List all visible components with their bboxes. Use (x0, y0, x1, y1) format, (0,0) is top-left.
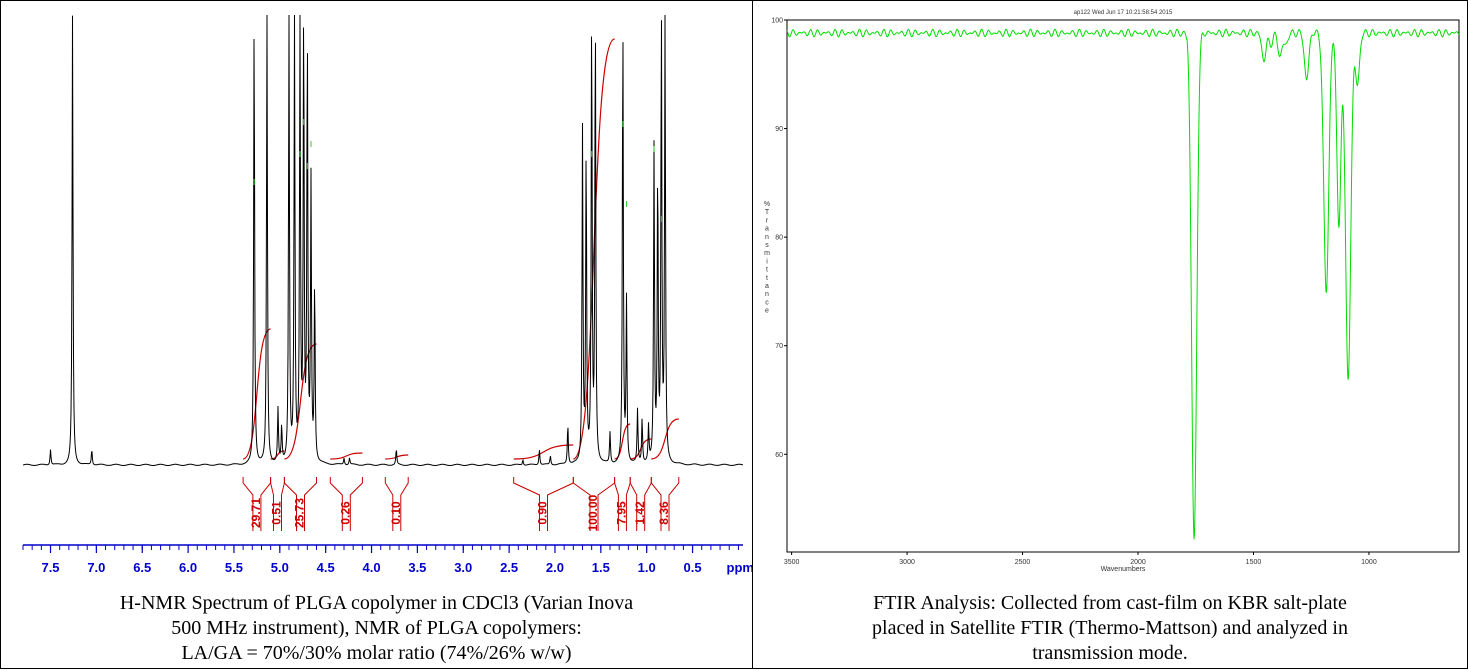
nmr-tick-label: 4.5 (317, 560, 335, 575)
nmr-caption-line-1: H-NMR Spectrum of PLGA copolymer in CDCl… (119, 592, 634, 614)
nmr-tick-label: 5.5 (225, 560, 243, 575)
nmr-tick-label: 7.0 (87, 560, 105, 575)
ftir-x-tick-label: 3500 (784, 559, 800, 566)
nmr-tick-label: 4.0 (362, 560, 380, 575)
ftir-x-label: Wavenumbers (1101, 566, 1146, 573)
nmr-panel: 29.71 0.51 25.73 0.26 0.10 0.90 100.00 7.95 1.42… (0, 0, 753, 669)
ftir-y-tick-label: 60 (775, 452, 783, 459)
nmr-tick-label: 2.0 (546, 560, 564, 575)
ftir-y-tick-label: 90 (775, 126, 783, 133)
nmr-integral-bracket (283, 477, 317, 531)
ftir-spectrum-line (786, 28, 1460, 540)
nmr-tick-label: 1.0 (638, 560, 656, 575)
nmr-integral-label: 0.51 (270, 501, 284, 525)
nmr-integral-label: 7.95 (615, 501, 629, 525)
nmr-integral-bracket (650, 477, 680, 531)
ftir-caption-line-2: placed in Satellite FTIR (Thermo-Mattson… (872, 617, 1348, 639)
nmr-integral-label: 0.26 (338, 501, 352, 525)
ftir-x-tick-label: 3000 (899, 559, 915, 566)
nmr-integral-label: 100.00 (586, 494, 600, 531)
nmr-tick-label: 0.5 (684, 560, 702, 575)
nmr-integral-curve (614, 423, 631, 460)
ftir-caption: FTIR Analysis: Collected from cast-film … (753, 591, 1467, 666)
nmr-caption: H-NMR Spectrum of PLGA copolymer in CDCl… (1, 591, 752, 666)
nmr-integral-label: 8.36 (657, 501, 671, 525)
nmr-tick-label: 7.5 (41, 560, 59, 575)
nmr-integral-label: 29.71 (249, 498, 263, 528)
nmr-chart: 29.71 0.51 25.73 0.26 0.10 0.90 100.00 7.95 1.42… (22, 14, 752, 575)
nmr-caption-line-2: 500 MHz instrument), NMR of PLGA copolym… (171, 617, 582, 639)
ftir-panel: ap122 Wed Jun 17 10:21:58:54 2015 100 90 80… (752, 0, 1468, 669)
ftir-y-tick-label: 80 (775, 235, 783, 242)
nmr-tick-label: 3.5 (408, 560, 426, 575)
nmr-tick-label: 3.0 (454, 560, 472, 575)
nmr-integral-label: 25.73 (293, 498, 307, 528)
nmr-integral-curve (651, 418, 679, 460)
ftir-x-tick-label: 1000 (1361, 559, 1377, 566)
nmr-integral-bracket (329, 477, 363, 531)
nmr-tick-label: 2.5 (500, 560, 518, 575)
nmr-x-axis: 7.5 7.0 6.5 6.0 5.5 5.0 4.5 4.0 3.5 3.0 2.5 2.0 1.5 1… (22, 544, 752, 575)
ftir-y-tick-label: 100 (771, 18, 783, 25)
ftir-caption-line-1: FTIR Analysis: Collected from cast-film … (873, 592, 1347, 614)
nmr-tick-label: 6.0 (179, 560, 197, 575)
nmr-tick-label: 6.5 (133, 560, 151, 575)
ftir-title: ap122 Wed Jun 17 10:21:58:54 2015 (1074, 10, 1173, 16)
nmr-integral-curve (572, 38, 616, 460)
nmr-integral-label: 0.90 (536, 501, 550, 525)
ftir-chart: ap122 Wed Jun 17 10:21:58:54 2015 100 90 80… (764, 10, 1460, 573)
nmr-integral-curve (270, 450, 285, 460)
nmr-spectrum-line (22, 14, 744, 466)
ftir-x-tick-label: 2500 (1015, 559, 1031, 566)
ftir-caption-line-3: transmission mode. (1032, 642, 1188, 664)
nmr-integral-label: 0.10 (389, 501, 403, 525)
ftir-x-tick-label: 2000 (1130, 559, 1146, 566)
nmr-integral-label: 1.42 (633, 501, 647, 525)
nmr-integral-bracket (384, 477, 409, 531)
nmr-integral-curve (284, 343, 317, 460)
ftir-x-tick-label: 1500 (1246, 559, 1262, 566)
nmr-x-label: ppm (727, 560, 752, 575)
ftir-plot-frame (786, 19, 1460, 553)
nmr-caption-line-3: LA/GA = 70%/30% molar ratio (74%/26% w/w… (181, 642, 572, 664)
nmr-tick-label: 5.0 (271, 560, 289, 575)
nmr-tick-label: 1.5 (592, 560, 610, 575)
ftir-y-tick-label: 70 (775, 343, 783, 350)
nmr-integral-curve (330, 452, 363, 460)
nmr-integral-curve (513, 444, 574, 460)
